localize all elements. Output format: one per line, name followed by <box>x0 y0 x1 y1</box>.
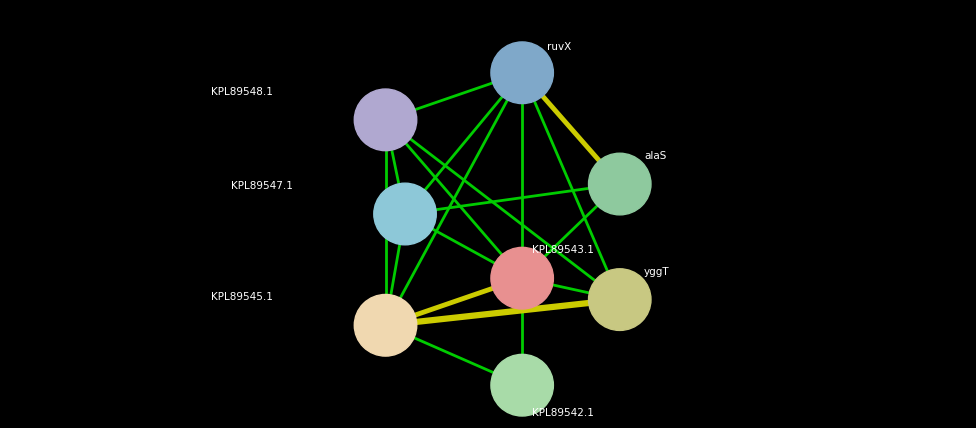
Ellipse shape <box>374 183 436 245</box>
Text: yggT: yggT <box>644 267 670 277</box>
Text: KPL89542.1: KPL89542.1 <box>532 408 593 418</box>
Ellipse shape <box>589 153 651 215</box>
Ellipse shape <box>491 354 553 416</box>
Ellipse shape <box>354 89 417 151</box>
Text: KPL89547.1: KPL89547.1 <box>231 181 293 191</box>
Text: alaS: alaS <box>644 151 667 161</box>
Text: KPL89545.1: KPL89545.1 <box>212 292 273 303</box>
Ellipse shape <box>589 269 651 330</box>
Text: ruvX: ruvX <box>547 42 571 52</box>
Text: KPL89543.1: KPL89543.1 <box>532 245 593 256</box>
Ellipse shape <box>491 42 553 104</box>
Ellipse shape <box>491 247 553 309</box>
Text: KPL89548.1: KPL89548.1 <box>212 87 273 97</box>
Ellipse shape <box>354 294 417 356</box>
